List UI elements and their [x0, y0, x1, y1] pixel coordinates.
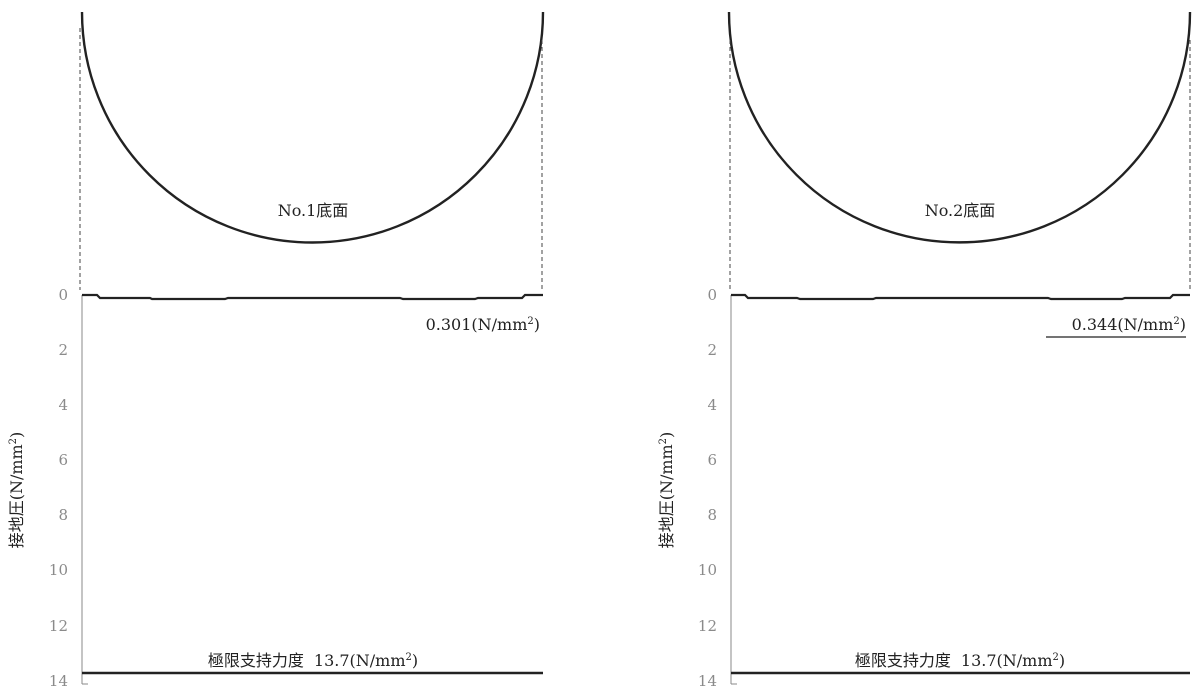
tick-label: 0 — [58, 286, 68, 304]
tick-label: 14 — [698, 672, 717, 690]
y-axis-label: 接地圧(N/mm2) — [7, 432, 26, 549]
tick-label: 6 — [707, 451, 717, 469]
tick-label: 4 — [58, 396, 68, 414]
max-pressure-label: 0.301(N/mm2) — [426, 315, 540, 334]
tick-label: 8 — [707, 506, 717, 524]
base-circle-no2 — [727, 11, 1192, 244]
pressure-line-no1 — [82, 293, 543, 301]
tick-label: 0 — [707, 286, 717, 304]
base-label: No.2底面 — [925, 201, 996, 220]
pressure-line-no2 — [731, 293, 1190, 301]
panel-no2: No.2底面 0 2 4 6 8 10 12 14 接地圧(N/mm2) 0.3… — [657, 11, 1192, 690]
y-axis-label: 接地圧(N/mm2) — [657, 432, 676, 549]
tick-label: 8 — [58, 506, 68, 524]
tick-label: 14 — [49, 672, 68, 690]
base-label: No.1底面 — [278, 201, 349, 220]
y-ticks: 0 2 4 6 8 10 12 14 — [49, 286, 68, 690]
tick-label: 4 — [707, 396, 717, 414]
tick-label: 12 — [698, 617, 717, 635]
limit-label: 極限支持力度 13.7(N/mm2) — [208, 651, 418, 670]
base-circle-no1 — [80, 11, 545, 244]
tick-label: 10 — [698, 561, 717, 579]
tick-label: 6 — [58, 451, 68, 469]
tick-label: 12 — [49, 617, 68, 635]
tick-label: 2 — [707, 341, 717, 359]
limit-label: 極限支持力度 13.7(N/mm2) — [855, 651, 1065, 670]
tick-label: 2 — [58, 341, 68, 359]
tick-label: 10 — [49, 561, 68, 579]
max-pressure-label: 0.344(N/mm2) — [1072, 315, 1186, 334]
panel-no1: No.1底面 0 2 4 6 8 10 12 14 接地圧(N/mm2) 0.3… — [7, 11, 545, 690]
y-ticks: 0 2 4 6 8 10 12 14 — [698, 286, 717, 690]
